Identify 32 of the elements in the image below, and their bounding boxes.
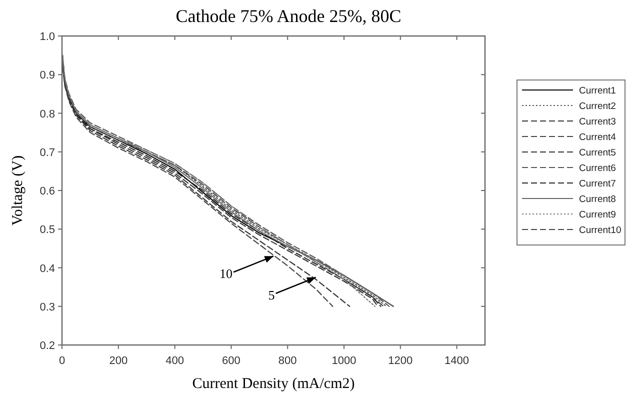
x-tick-label: 0 [58, 355, 66, 367]
y-tick-label: 0.2 [40, 340, 55, 352]
text: Current8 [579, 194, 616, 205]
x-tick-label: 200 [109, 355, 128, 367]
x-tick-label: 800 [278, 355, 297, 367]
chart-title: Cathode 75% Anode 25%, 80C [176, 6, 402, 26]
text: Current10 [579, 225, 622, 236]
y-tick-label: 0.6 [40, 186, 55, 198]
y-tick-label: 0.9 [40, 70, 55, 82]
text: Current1 [579, 86, 616, 96]
x-axis-title: Current Density (mA/cm2) [192, 376, 355, 392]
y-tick-label: 0.4 [40, 262, 55, 275]
text: Current9 [579, 210, 616, 220]
text: Current2 [579, 101, 616, 112]
y-tick-label: 0.3 [40, 301, 55, 314]
text: Current5 [579, 148, 616, 158]
text: Current7 [579, 178, 616, 190]
x-tick-label: 1400 [444, 355, 470, 367]
text: Current4 [579, 132, 616, 143]
x-tick-label: 600 [222, 355, 240, 367]
y-axis-title: Voltage (V) [10, 155, 26, 226]
y-tick-label: 1.0 [40, 31, 55, 43]
annotation: 5 [268, 287, 275, 302]
x-tick-label: 1200 [388, 355, 413, 367]
y-tick-label: 0.7 [40, 146, 55, 159]
annotation: 10 [220, 266, 232, 282]
x-tick-label: 1000 [332, 355, 356, 367]
y-tick-label: 0.5 [40, 224, 55, 236]
y-tick-label: 0.8 [40, 108, 55, 120]
text: Current3 [579, 116, 616, 128]
text: Current6 [579, 163, 616, 174]
x-tick-label: 400 [166, 355, 184, 367]
